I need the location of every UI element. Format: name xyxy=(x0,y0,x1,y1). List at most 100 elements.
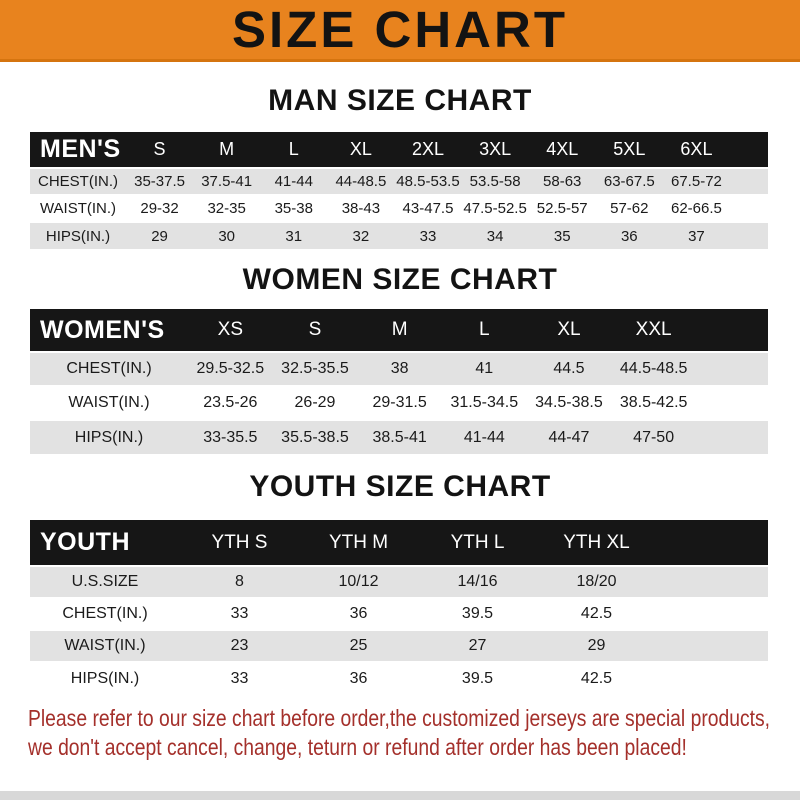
disclaimer-line-1: Please refer to our size chart before or… xyxy=(28,705,771,731)
row-filler xyxy=(696,420,768,454)
banner-title: SIZE CHART xyxy=(232,1,568,58)
row-label: CHEST(IN.) xyxy=(38,173,118,190)
table-row: CHEST(IN.) 35-37.5 37.5-41 41-44 44-48.5 48.5… xyxy=(30,168,768,195)
size-cell: 41 xyxy=(475,360,494,377)
column-header: 2XL xyxy=(394,132,462,168)
size-cell: 39.5 xyxy=(461,605,494,622)
column-header: S xyxy=(126,132,194,168)
disclaimer-line-2: we don't accept cancel, change, teturn o… xyxy=(28,734,687,760)
row-filler xyxy=(730,222,768,249)
women-section-title: WOMEN SIZE CHART xyxy=(242,263,558,296)
disclaimer: Please refer to our size chart before or… xyxy=(28,704,800,762)
column-header: 3XL xyxy=(461,132,529,168)
column-header: 5XL xyxy=(595,132,663,168)
size-cell: 29 xyxy=(151,227,168,245)
column-header: M xyxy=(357,309,442,352)
row-label: WAIST(IN.) xyxy=(39,200,117,217)
size-cell: 41-44 xyxy=(274,173,313,190)
row-label: CHEST(IN.) xyxy=(66,360,152,377)
size-cell: 41-44 xyxy=(463,428,505,446)
row-filler xyxy=(656,598,768,630)
row-label: HIPS(IN.) xyxy=(70,669,140,687)
table-row: HIPS(IN.) 29 30 31 32 33 34 35 36 37 xyxy=(30,222,768,249)
size-cell: 44-48.5 xyxy=(335,173,387,190)
size-cell: 23 xyxy=(230,637,249,654)
size-cell: 38.5-42.5 xyxy=(619,394,688,411)
size-cell: 37.5-41 xyxy=(201,173,253,190)
size-cell: 53.5-58 xyxy=(469,173,521,190)
women-size-table: WOMEN'S XS S M L XL XXL CHEST(IN.) 29.5-32.5 32.… xyxy=(30,309,768,454)
column-header: YTH L xyxy=(418,520,537,566)
size-cell: 37 xyxy=(688,227,705,245)
size-cell: 23.5-26 xyxy=(203,394,258,411)
size-cell: 44.5 xyxy=(553,360,585,377)
table-row: HIPS(IN.) 33 36 39.5 42.5 xyxy=(30,662,768,694)
row-label: HIPS(IN.) xyxy=(74,428,144,446)
size-cell: 30 xyxy=(218,227,235,245)
size-cell: 52.5-57 xyxy=(536,200,588,217)
table-row: WAIST(IN.) 23.5-26 26-29 29-31.5 31.5-34.5 34… xyxy=(30,386,768,420)
table-corner-label: MEN'S xyxy=(30,132,126,168)
row-filler xyxy=(696,352,768,386)
size-cell: 29-32 xyxy=(140,200,179,217)
size-cell: 26-29 xyxy=(294,394,336,411)
size-cell: 58-63 xyxy=(543,173,582,190)
bottom-strip xyxy=(0,791,800,800)
size-cell: 8 xyxy=(235,573,244,590)
size-cell: 44-47 xyxy=(548,428,590,446)
row-filler xyxy=(656,662,768,694)
size-cell: 27 xyxy=(468,637,487,654)
size-cell: 29-31.5 xyxy=(372,394,427,411)
size-cell: 44.5-48.5 xyxy=(619,360,688,377)
column-header: 6XL xyxy=(662,132,730,168)
column-header: XS xyxy=(188,309,273,352)
size-cell: 36 xyxy=(620,227,638,245)
man-section-title: MAN SIZE CHART xyxy=(268,84,532,117)
size-cell: 42.5 xyxy=(580,605,613,622)
row-filler xyxy=(730,195,768,222)
size-cell: 33 xyxy=(230,605,249,622)
row-label: CHEST(IN.) xyxy=(62,605,148,622)
column-header: XXL xyxy=(611,309,696,352)
table-header-row: WOMEN'S XS S M L XL XXL xyxy=(30,309,768,352)
column-header: XL xyxy=(526,309,612,352)
size-cell: 48.5-53.5 xyxy=(396,173,460,190)
size-cell: 47-50 xyxy=(633,428,675,446)
size-cell: 62-66.5 xyxy=(671,200,722,217)
size-cell: 14/16 xyxy=(457,573,498,590)
column-header: YTH S xyxy=(180,520,299,566)
size-cell: 33-35.5 xyxy=(203,428,258,446)
table-row: WAIST(IN.) 29-32 32-35 35-38 38-43 43-47.5 47.… xyxy=(30,195,768,222)
size-cell: 33 xyxy=(230,669,249,687)
size-cell: 38-43 xyxy=(341,200,381,217)
table-header-row: MEN'S S M L XL 2XL 3XL 4XL 5XL 6XL xyxy=(30,132,768,168)
size-cell: 67.5-72 xyxy=(671,173,722,190)
column-header: 4XL xyxy=(528,132,596,168)
size-cell: 63-67.5 xyxy=(603,173,655,190)
size-cell: 38.5-41 xyxy=(372,428,427,446)
header-filler xyxy=(696,309,768,352)
size-cell: 39.5 xyxy=(461,669,494,687)
table-row: HIPS(IN.) 33-35.5 35.5-38.5 38.5-41 41-44 44-… xyxy=(30,420,768,454)
row-filler xyxy=(730,168,768,195)
size-cell: 25 xyxy=(349,637,368,654)
row-label: WAIST(IN.) xyxy=(68,394,150,411)
size-cell: 35.5-38.5 xyxy=(281,428,349,446)
column-header: L xyxy=(260,132,328,168)
row-label: U.S.SIZE xyxy=(71,573,139,590)
size-cell: 29 xyxy=(587,637,606,654)
row-label: WAIST(IN.) xyxy=(64,637,146,654)
size-cell: 18/20 xyxy=(576,573,617,590)
column-header: YTH M xyxy=(299,520,418,566)
size-cell: 35 xyxy=(553,227,571,245)
column-header: L xyxy=(441,309,527,352)
size-chart-banner: SIZE CHART xyxy=(0,0,800,62)
size-cell: 35-38 xyxy=(274,200,313,217)
size-cell: 38 xyxy=(390,360,409,377)
youth-section-title: YOUTH SIZE CHART xyxy=(249,470,551,503)
size-cell: 32.5-35.5 xyxy=(281,360,349,377)
size-cell: 47.5-52.5 xyxy=(463,200,527,217)
size-cell: 10/12 xyxy=(338,573,379,590)
row-label: HIPS(IN.) xyxy=(45,227,111,245)
size-cell: 43-47.5 xyxy=(402,200,454,217)
